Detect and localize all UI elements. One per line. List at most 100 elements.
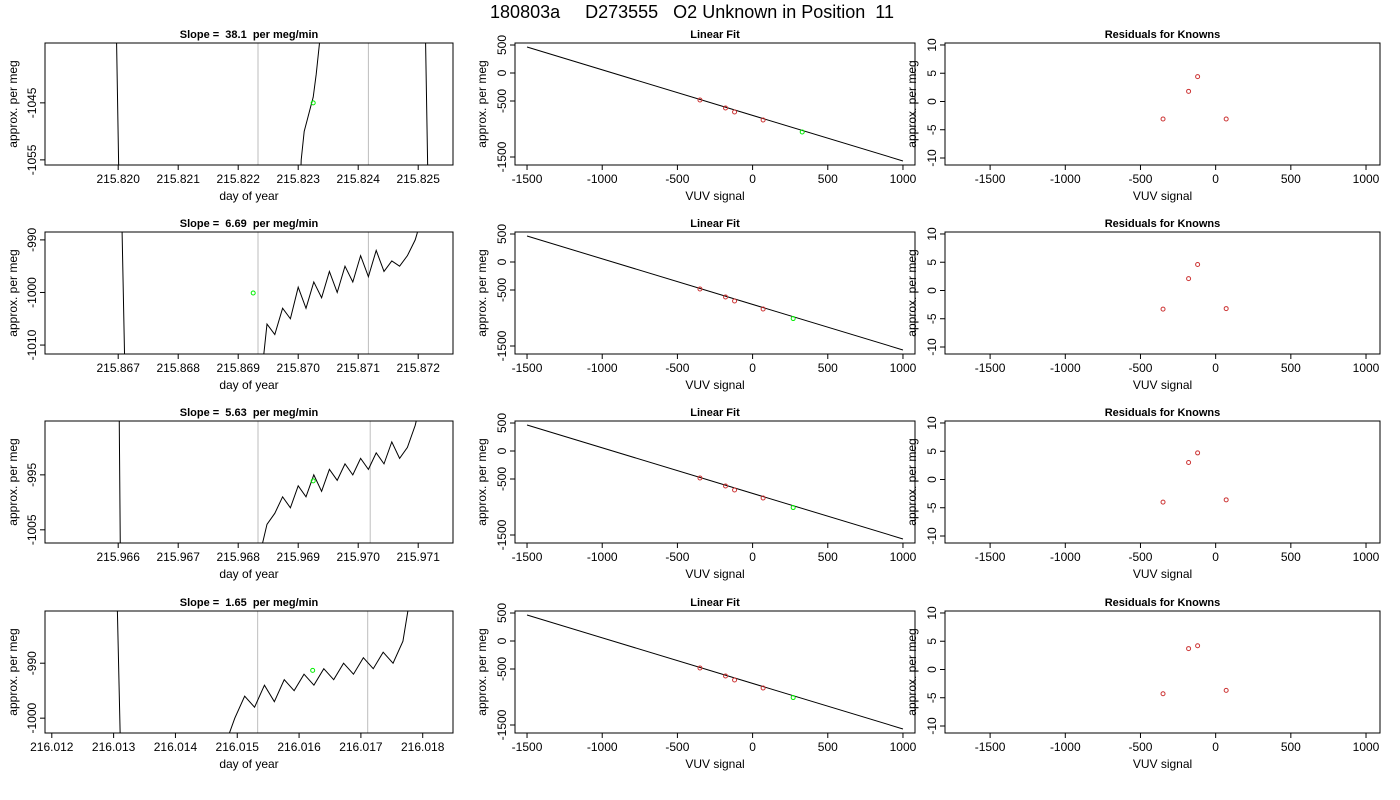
x-tick-label: 215.871	[337, 361, 381, 375]
y-tick-label: -10	[925, 717, 939, 735]
x-tick-label: 216.016	[277, 740, 321, 754]
plot-area	[526, 614, 904, 730]
y-tick-label: -1045	[25, 87, 39, 118]
y-axis-title: approx. per meg	[905, 249, 919, 336]
data-point	[799, 129, 805, 135]
data-point	[1160, 116, 1166, 122]
data-point	[310, 667, 316, 673]
plot-frame	[514, 610, 916, 734]
x-tick-label: -500	[1128, 740, 1152, 754]
x-tick-label: 0	[749, 172, 756, 186]
x-tick-label: 215.820	[97, 172, 141, 186]
y-axis-title: approx. per meg	[905, 628, 919, 715]
x-tick-label: 216.013	[92, 740, 136, 754]
plot-frame	[514, 231, 916, 355]
plot-area	[1160, 643, 1229, 697]
x-tick-label: -500	[665, 172, 689, 186]
x-tick-label: 215.969	[277, 550, 321, 564]
plot-frame	[44, 420, 454, 544]
figure-title: 180803a D273555 O2 Unknown in Position 1…	[490, 2, 894, 22]
panel: Slope = 5.63 per meg/min 215.966 215.967 21…	[6, 407, 454, 581]
y-tick-label: -1500	[495, 141, 509, 172]
data-point	[723, 483, 729, 489]
x-tick-label: 500	[1281, 740, 1301, 754]
data-point	[697, 475, 703, 481]
panel: Linear Fit -1500 -1000 -500 0 500 1000 500 0 -500…	[475, 597, 917, 771]
x-tick-label: -500	[1128, 172, 1152, 186]
plot-frame	[514, 420, 916, 544]
x-tick-label: 1000	[1353, 550, 1380, 564]
panel: Residuals for Knowns -1500 -1000 -500 0 500 10…	[905, 218, 1381, 392]
panel-title: Slope = 38.1 per meg/min	[180, 29, 319, 41]
data-point	[723, 105, 729, 111]
data-point	[1223, 687, 1229, 693]
y-tick-label: 500	[495, 413, 509, 433]
y-tick-label: -5	[925, 124, 939, 135]
plot-frame	[44, 231, 454, 355]
y-tick-label: 5	[925, 70, 939, 77]
y-tick-label: -1000	[25, 702, 39, 733]
x-tick-label: 215.824	[337, 172, 381, 186]
data-point	[1223, 497, 1229, 503]
plot-area	[526, 235, 904, 351]
data-point	[1223, 306, 1229, 312]
data-point	[1195, 643, 1201, 649]
y-tick-label: 0	[925, 666, 939, 673]
x-tick-label: -1500	[512, 740, 543, 754]
plot-area	[526, 424, 904, 540]
y-tick-label: -500	[495, 89, 509, 113]
y-tick-label: 0	[495, 637, 509, 644]
x-tick-label: -1500	[975, 550, 1006, 564]
x-tick-label: 1000	[890, 361, 917, 375]
panel: Residuals for Knowns -1500 -1000 -500 0 500 10…	[905, 597, 1381, 771]
plot-area	[1160, 450, 1229, 505]
x-tick-label: -1000	[1050, 361, 1081, 375]
y-tick-label: 500	[495, 603, 509, 623]
panel: Slope = 38.1 per meg/min 215.820 215.821 21…	[6, 29, 454, 203]
y-tick-label: -990	[25, 651, 39, 675]
panel-title: Linear Fit	[690, 218, 740, 230]
x-tick-label: 0	[1212, 361, 1219, 375]
y-axis-title: approx. per meg	[905, 438, 919, 525]
data-point	[697, 97, 703, 103]
x-tick-label: 1000	[890, 740, 917, 754]
plot-area	[116, 611, 409, 733]
plot-frame	[944, 231, 1381, 355]
plot-area	[116, 43, 429, 165]
x-tick-label: 500	[818, 172, 838, 186]
x-tick-label: 215.970	[337, 550, 381, 564]
x-axis-title: VUV signal	[1133, 189, 1192, 203]
x-tick-label: 216.017	[339, 740, 383, 754]
y-axis-title: approx. per meg	[475, 438, 489, 525]
y-tick-label: 5	[925, 448, 939, 455]
x-tick-label: 0	[1212, 172, 1219, 186]
x-tick-label: 215.967	[157, 550, 201, 564]
y-tick-label: -5	[925, 502, 939, 513]
x-tick-label: 216.014	[154, 740, 198, 754]
data-line	[118, 421, 417, 543]
x-tick-label: 500	[1281, 550, 1301, 564]
plot-area	[1160, 261, 1229, 312]
x-tick-label: -1000	[587, 740, 618, 754]
plot-frame	[944, 610, 1381, 734]
x-axis-title: VUV signal	[685, 567, 744, 581]
x-tick-label: -1500	[975, 172, 1006, 186]
x-tick-label: 1000	[1353, 172, 1380, 186]
x-axis-title: VUV signal	[1133, 567, 1192, 581]
data-point	[760, 495, 766, 501]
y-tick-label: 0	[925, 287, 939, 294]
y-tick-label: -1000	[25, 277, 39, 308]
data-point	[1186, 88, 1192, 94]
panel-title: Residuals for Knowns	[1105, 597, 1221, 609]
data-point	[1195, 450, 1201, 456]
x-tick-label: 215.872	[397, 361, 441, 375]
data-line	[121, 232, 419, 354]
y-tick-label: -10	[925, 338, 939, 356]
x-tick-label: 215.822	[217, 172, 261, 186]
y-tick-label: 5	[925, 638, 939, 645]
y-tick-label: -990	[25, 228, 39, 252]
y-tick-label: 0	[925, 98, 939, 105]
y-tick-label: -1005	[25, 514, 39, 545]
y-tick-label: 10	[925, 416, 939, 430]
